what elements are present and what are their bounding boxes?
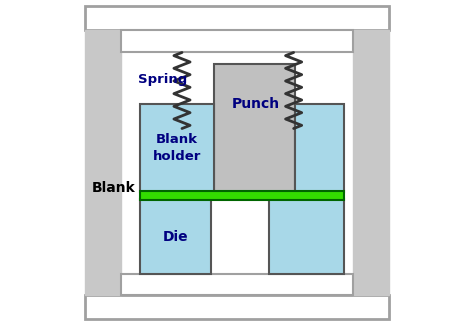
Bar [85,295,389,319]
Bar [269,199,344,274]
Bar [85,30,120,295]
Bar [140,191,344,200]
Bar [85,6,389,30]
Text: Punch: Punch [232,97,280,111]
Bar [354,30,389,295]
Text: Die: Die [163,230,188,244]
Text: Spring: Spring [138,73,188,86]
Bar [214,64,295,192]
Bar [140,199,211,274]
Text: Blank: Blank [91,181,135,195]
Bar [120,274,354,295]
Bar [295,104,344,192]
Bar [140,104,214,192]
Bar [120,30,354,52]
Text: Blank
holder: Blank holder [153,133,201,163]
